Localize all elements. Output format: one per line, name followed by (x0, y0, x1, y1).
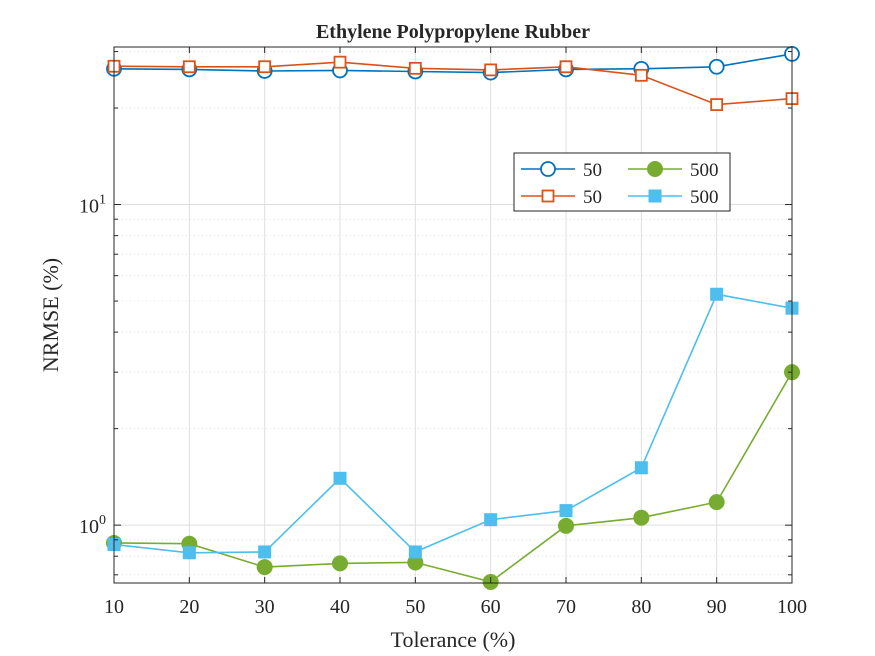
x-tick-label: 60 (481, 596, 501, 618)
data-point (182, 546, 196, 560)
x-tick-label: 10 (104, 596, 124, 618)
x-tick-label: 40 (330, 596, 350, 618)
data-point (540, 161, 556, 177)
data-point (558, 517, 574, 534)
y-tick-label: 100 (79, 513, 106, 538)
series-line (113, 61, 793, 106)
legend-entry: 500 (628, 160, 719, 181)
data-point (333, 55, 347, 69)
data-point (634, 461, 648, 475)
series-layer (106, 46, 800, 590)
data-point (633, 509, 650, 526)
data-point (484, 513, 498, 527)
data-point (559, 60, 573, 74)
legend-label: 50 (583, 187, 602, 208)
ticks: 10 20 30 40 50 60 70 80 90 100 100 101 (79, 47, 807, 618)
chart-title: Ethylene Polypropylene Rubber (316, 21, 590, 43)
legend-label: 50 (583, 160, 602, 181)
series-line (113, 53, 793, 74)
legend: 50 500 50 500 (513, 152, 731, 212)
data-point (258, 545, 272, 559)
data-point (258, 60, 272, 74)
x-tick-label: 20 (179, 596, 199, 618)
plot-area (114, 47, 792, 583)
x-tick-label: 100 (777, 596, 807, 618)
series-line (113, 371, 793, 583)
data-point (408, 61, 422, 75)
data-point (708, 58, 725, 75)
data-point (408, 545, 422, 559)
legend-label: 500 (690, 187, 719, 208)
x-axis-label: Tolerance (%) (391, 627, 516, 652)
x-tick-label: 70 (556, 596, 576, 618)
legend-label: 500 (690, 160, 719, 181)
series-line (113, 293, 793, 554)
data-point (710, 98, 724, 111)
x-tick-label: 50 (405, 596, 425, 618)
x-tick-label: 90 (707, 596, 727, 618)
legend-entry: 50 (521, 160, 602, 181)
data-point (484, 63, 498, 77)
data-point (647, 161, 663, 177)
data-point (332, 555, 348, 572)
legend-entry: 50 (521, 187, 602, 208)
data-point (182, 60, 196, 74)
x-tick-label: 80 (631, 596, 651, 618)
data-point (634, 68, 648, 82)
data-point (559, 504, 573, 518)
y-axis-label: NRMSE (%) (38, 258, 63, 372)
data-point (710, 287, 724, 301)
data-point (333, 471, 347, 485)
x-tick-label: 30 (255, 596, 275, 618)
data-point (541, 189, 555, 203)
plot-border (113, 46, 793, 584)
data-point (648, 189, 662, 203)
data-point (256, 559, 273, 576)
data-point (708, 494, 725, 511)
legend-entry: 500 (628, 187, 719, 208)
series (107, 55, 799, 111)
y-tick-label: 101 (79, 193, 106, 218)
